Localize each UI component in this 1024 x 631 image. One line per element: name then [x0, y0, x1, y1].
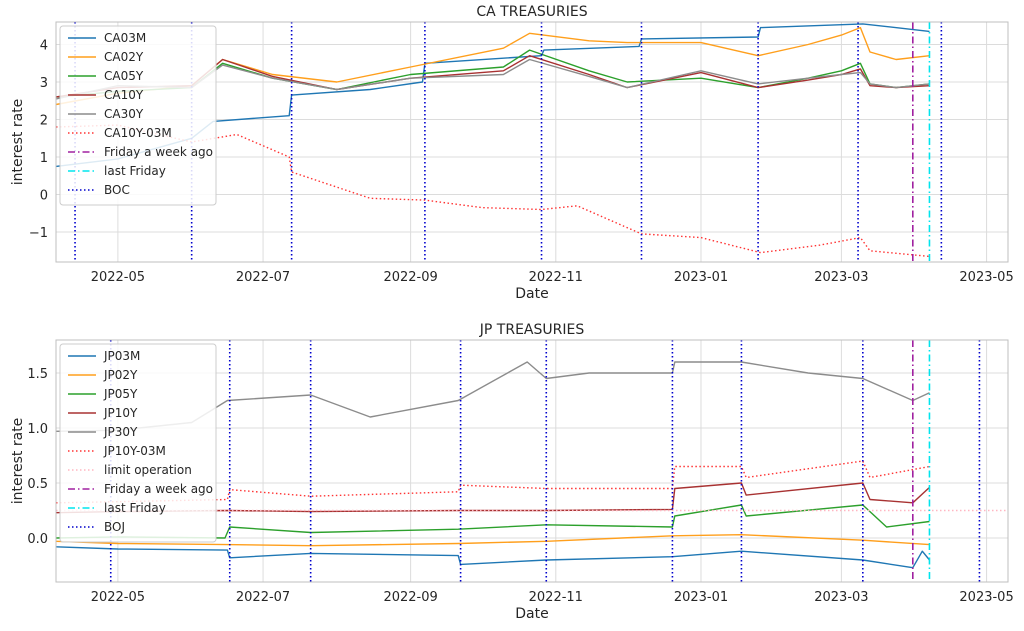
legend-label: JP02Y — [103, 368, 138, 382]
legend-box — [59, 343, 217, 543]
x-tick-label: 2023-05 — [959, 590, 1013, 605]
y-tick-label: 2 — [40, 114, 48, 129]
y-tick-label: 1 — [40, 151, 48, 166]
series-line-ca05y — [55, 49, 930, 98]
x-tick-label: 2023-01 — [674, 590, 728, 605]
x-tick-label: 2022-05 — [91, 590, 145, 605]
series-line-ca10y — [55, 55, 930, 98]
series-line-jp05y — [55, 504, 930, 539]
y-tick-label: −1 — [29, 226, 48, 241]
x-tick-label: 2023-03 — [814, 590, 868, 605]
y-tick-label: 4 — [40, 39, 48, 54]
legend-label: JP05Y — [103, 387, 138, 401]
legend-label: CA02Y — [104, 50, 144, 64]
legend-label: CA03M — [104, 31, 146, 45]
axes-frame — [55, 339, 1009, 583]
legend-label: last Friday — [104, 501, 166, 515]
x-tick-label: 2022-09 — [383, 590, 437, 605]
chart-panel-1: 2022-05 2022-07 2022-09 2022-11 2023-01 2023-… — [10, 322, 1014, 622]
legend: JP03M JP02Y JP05Y JP10Y JP30Y JP10Y-03M limit … — [59, 343, 217, 543]
y-tick-label: 0.5 — [27, 477, 48, 492]
legend-label: BOJ — [104, 520, 125, 534]
legend-label: Friday a week ago — [104, 145, 213, 159]
legend-label: JP10Y — [103, 406, 138, 420]
x-tick-label: 2022-07 — [236, 270, 290, 285]
x-tick-label: 2023-03 — [814, 270, 868, 285]
x-tick-label: 2023-05 — [959, 270, 1013, 285]
axes-frame — [55, 21, 1009, 263]
x-tick-label: 2022-11 — [529, 270, 583, 285]
chart-title: CA TREASURIES — [476, 4, 587, 20]
chart-title: JP TREASURIES — [479, 322, 585, 338]
x-tick-label: 2022-11 — [529, 590, 583, 605]
y-tick-label: 3 — [40, 76, 48, 91]
legend-label: BOC — [104, 183, 130, 197]
x-tick-label: 2022-09 — [383, 270, 437, 285]
legend-label: Friday a week ago — [104, 482, 213, 496]
series-line-jp02y — [55, 534, 930, 547]
x-tick-label: 2022-07 — [236, 590, 290, 605]
legend-label: JP30Y — [103, 425, 138, 439]
legend-label: CA10Y-03M — [104, 126, 172, 140]
legend-label: last Friday — [104, 164, 166, 178]
x-tick-label: 2022-05 — [91, 270, 145, 285]
y-axis-label: interest rate — [10, 99, 26, 186]
x-axis-label: Date — [515, 606, 548, 622]
legend-label: limit operation — [104, 463, 192, 477]
y-tick-label: 1.0 — [27, 422, 48, 437]
series-line-jp03m — [55, 546, 931, 569]
legend-label: JP03M — [103, 349, 140, 363]
y-axis-label: interest rate — [10, 418, 26, 505]
x-axis-label: Date — [515, 286, 548, 302]
legend-label: CA05Y — [104, 69, 144, 83]
y-tick-label: 1.5 — [27, 367, 48, 382]
chart-panel-0: 2022-05 2022-07 2022-09 2022-11 2023-01 2023-… — [10, 4, 1014, 302]
x-tick-label: 2023-01 — [674, 270, 728, 285]
legend: CA03M CA02Y CA05Y CA10Y CA30Y CA10Y-03M Friday… — [59, 25, 217, 206]
series-line-ca30y — [55, 58, 930, 100]
y-tick-label: 0.0 — [27, 532, 48, 547]
legend-label: CA10Y — [104, 88, 144, 102]
legend-label: JP10Y-03M — [103, 444, 166, 458]
series-line-jp10y-03m — [55, 460, 930, 504]
y-tick-label: 0 — [40, 189, 48, 204]
legend-label: CA30Y — [104, 107, 144, 121]
series-line-ca10y-03m — [55, 124, 930, 258]
legend-box — [59, 25, 217, 206]
